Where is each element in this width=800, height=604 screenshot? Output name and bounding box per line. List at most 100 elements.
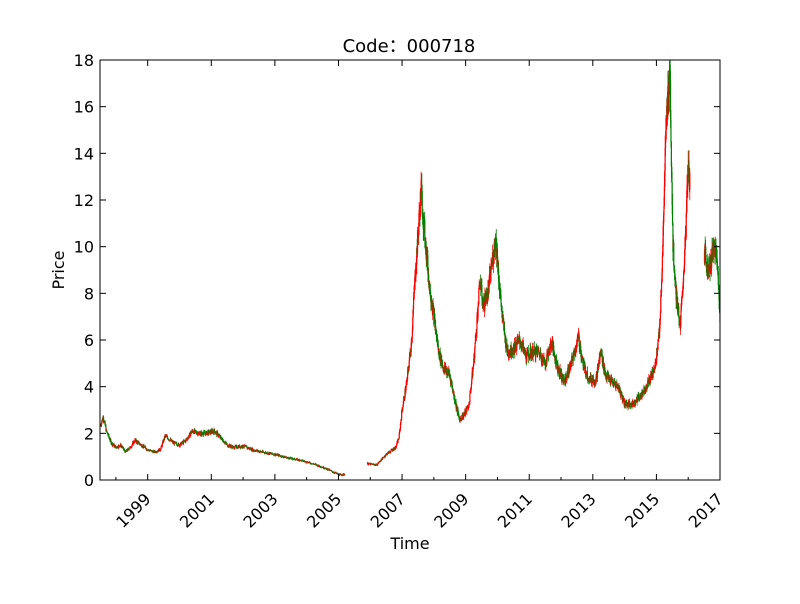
candle-body xyxy=(689,172,691,190)
candle xyxy=(651,370,653,381)
candle-body xyxy=(538,350,540,351)
plot-frame xyxy=(99,59,721,481)
candle-body xyxy=(167,437,169,440)
candle-body xyxy=(553,350,555,353)
candle-body xyxy=(510,345,512,355)
candle-body xyxy=(534,347,536,356)
candle-body xyxy=(438,351,440,357)
candle-body xyxy=(245,445,247,447)
candle-body xyxy=(500,302,503,311)
candle-body xyxy=(409,353,411,361)
candle-body xyxy=(324,468,326,470)
candle-body xyxy=(306,461,308,463)
chart-title: Code：000718 xyxy=(343,36,476,57)
candle-body xyxy=(181,443,183,446)
candle-body xyxy=(555,356,557,362)
candle-body xyxy=(471,379,473,384)
candle-body xyxy=(664,170,666,187)
candle-body xyxy=(183,440,185,444)
candle-body xyxy=(223,440,225,443)
candle-body xyxy=(529,347,531,358)
candle-body xyxy=(677,296,679,313)
candle-body xyxy=(376,464,378,466)
candle xyxy=(144,445,147,448)
candle-body xyxy=(463,414,465,418)
candle-body xyxy=(680,304,682,311)
candle-body xyxy=(717,271,719,286)
candle-body xyxy=(660,295,662,313)
candle-body xyxy=(418,210,420,223)
candle-body xyxy=(211,429,213,433)
candle-body xyxy=(317,464,319,467)
candle-body xyxy=(112,444,114,446)
candle-body xyxy=(428,274,430,286)
candle-body xyxy=(387,452,389,454)
candle-body xyxy=(522,342,525,349)
candle-body xyxy=(560,371,563,381)
candle-body xyxy=(670,119,672,143)
candle-body xyxy=(671,204,674,224)
candle-body xyxy=(136,440,138,443)
candle-body xyxy=(288,458,290,459)
candle-body xyxy=(110,439,112,441)
candle xyxy=(647,383,650,388)
candle-body xyxy=(682,272,685,283)
candle-body xyxy=(382,457,384,459)
candle-body xyxy=(250,448,252,451)
candle-body xyxy=(416,248,418,266)
y-tick-label: 12 xyxy=(74,191,94,210)
candle-body xyxy=(179,444,181,447)
candle-body xyxy=(104,421,106,426)
candle-body xyxy=(396,442,398,446)
candle-body xyxy=(437,343,439,351)
candle-body xyxy=(620,391,622,397)
candle-body xyxy=(280,455,283,457)
candle xyxy=(534,346,536,356)
candle-body xyxy=(127,448,129,451)
candle-body xyxy=(572,350,575,356)
candle xyxy=(544,357,546,366)
candle-body xyxy=(385,454,387,456)
candle-body xyxy=(412,297,415,309)
candle-body xyxy=(149,450,151,452)
candle-body xyxy=(390,450,392,453)
candle xyxy=(689,167,691,201)
candle-body xyxy=(413,288,415,294)
candle-body xyxy=(159,448,161,451)
candle-body xyxy=(271,452,273,454)
candle-body xyxy=(592,377,594,383)
candle-body xyxy=(515,341,517,348)
candle-body xyxy=(501,311,503,316)
candle-body xyxy=(657,339,659,350)
candle-body xyxy=(324,468,326,469)
candle xyxy=(586,366,588,381)
candle-body xyxy=(127,448,129,450)
candle-body xyxy=(546,351,548,364)
candle-body xyxy=(290,457,292,459)
candle-body xyxy=(111,442,113,446)
candle-body xyxy=(506,343,508,352)
candle-body xyxy=(394,447,396,450)
candle-body xyxy=(468,403,470,409)
candle-body xyxy=(623,401,625,402)
candle-body xyxy=(108,434,110,437)
candle-body xyxy=(402,407,404,411)
candle-body xyxy=(521,344,523,349)
candle xyxy=(287,456,289,459)
candle-body xyxy=(545,365,547,367)
candle-body xyxy=(684,250,686,265)
candle-body xyxy=(138,444,141,445)
candle-body xyxy=(485,291,488,295)
candle-body xyxy=(500,295,502,303)
candle-body xyxy=(412,317,414,330)
candle-body xyxy=(122,447,125,450)
candle-body xyxy=(617,388,619,390)
candle-body xyxy=(159,450,162,452)
candle-body xyxy=(199,432,202,435)
candle-body xyxy=(553,345,555,351)
y-tick-label: 14 xyxy=(74,144,94,163)
candle-body xyxy=(474,335,477,343)
candle-body xyxy=(161,442,163,447)
